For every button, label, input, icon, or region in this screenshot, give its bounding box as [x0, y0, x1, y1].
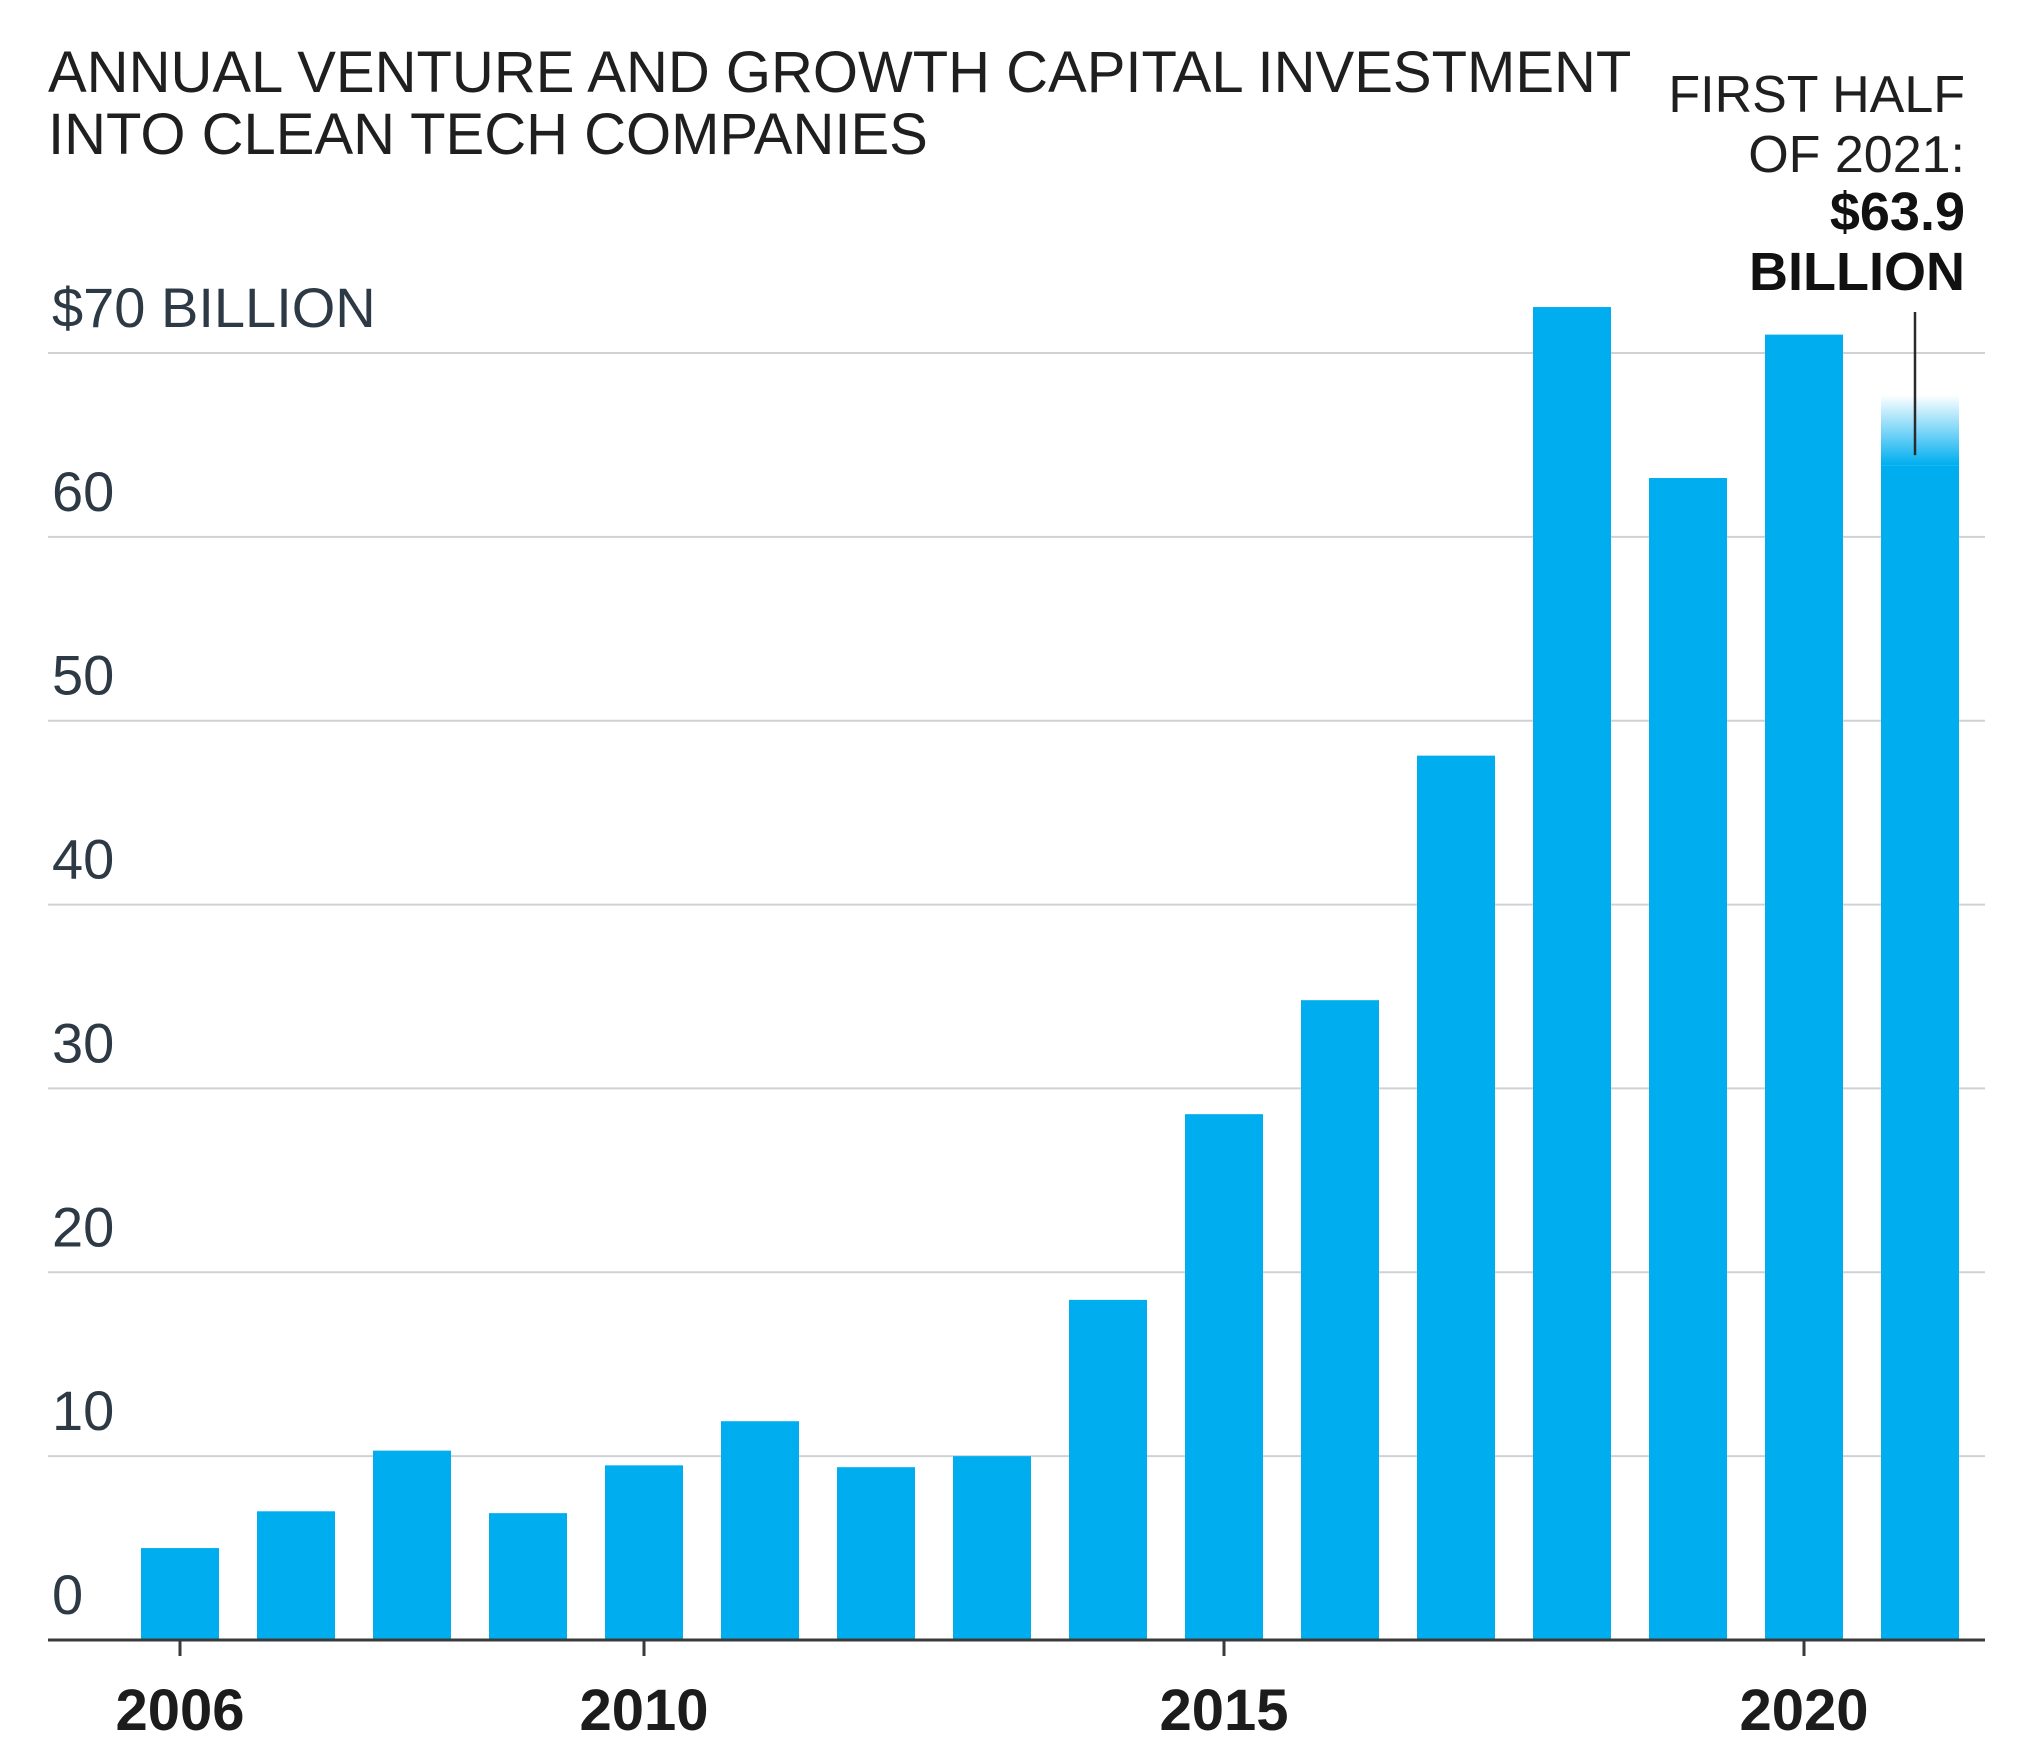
- grid-layer: [48, 352, 1985, 1458]
- x-tick-label-2010: 2010: [579, 1678, 708, 1743]
- bar-2007: [257, 1511, 335, 1640]
- y-tick-label-30: 30: [52, 1011, 114, 1074]
- annotation-line-2: OF 2021:: [1748, 126, 1965, 184]
- bar-2006: [141, 1548, 219, 1640]
- bar-2015: [1185, 1114, 1263, 1640]
- bar-2013: [953, 1456, 1031, 1640]
- x-tick-label-2006: 2006: [115, 1678, 244, 1743]
- chart-title: ANNUAL VENTURE AND GROWTH CAPITAL INVEST…: [48, 40, 1631, 167]
- bar-2008: [373, 1450, 451, 1640]
- y-tick-label-0: 0: [52, 1563, 83, 1626]
- x-tick-label-2015: 2015: [1159, 1678, 1288, 1743]
- chart-title-line-1: ANNUAL VENTURE AND GROWTH CAPITAL INVEST…: [48, 40, 1631, 105]
- bar-2017: [1417, 755, 1495, 1640]
- y-tick-label-60: 60: [52, 460, 114, 523]
- bar-2016: [1301, 1000, 1379, 1640]
- annotation-line-1: FIRST HALF: [1668, 66, 1965, 124]
- x-tick-label-2020: 2020: [1739, 1678, 1868, 1743]
- bar-2010: [605, 1465, 683, 1640]
- annotation-unit: BILLION: [1749, 242, 1965, 302]
- bars: [141, 307, 1959, 1641]
- y-tick-label-50: 50: [52, 644, 114, 707]
- y-tick-label-10: 10: [52, 1379, 114, 1442]
- y-tick-label-20: 20: [52, 1195, 114, 1258]
- bar-2014: [1069, 1299, 1147, 1640]
- bar-2021: [1881, 465, 1959, 1641]
- bar-2011: [721, 1421, 799, 1640]
- x-axis: 2006 2010 2015 2020: [48, 1638, 1985, 1743]
- bar-2020: [1765, 334, 1843, 1641]
- y-tick-label-40: 40: [52, 828, 114, 891]
- bar-fade-2021: [1881, 395, 1959, 466]
- y-tick-label-70: $70 BILLION: [52, 276, 376, 339]
- bar-2018: [1533, 307, 1611, 1641]
- bar-2019: [1649, 478, 1727, 1641]
- bar-2009: [489, 1513, 567, 1640]
- y-axis-tick-labels: $70 BILLION 60 50 40 30 20 10 0: [52, 276, 376, 1626]
- chart-title-line-2: INTO CLEAN TECH COMPANIES: [48, 102, 928, 167]
- bar-2012: [837, 1467, 915, 1640]
- annotation-first-half-2021: FIRST HALF OF 2021: $63.9 BILLION: [1668, 66, 1965, 456]
- annotation-value: $63.9: [1830, 182, 1965, 242]
